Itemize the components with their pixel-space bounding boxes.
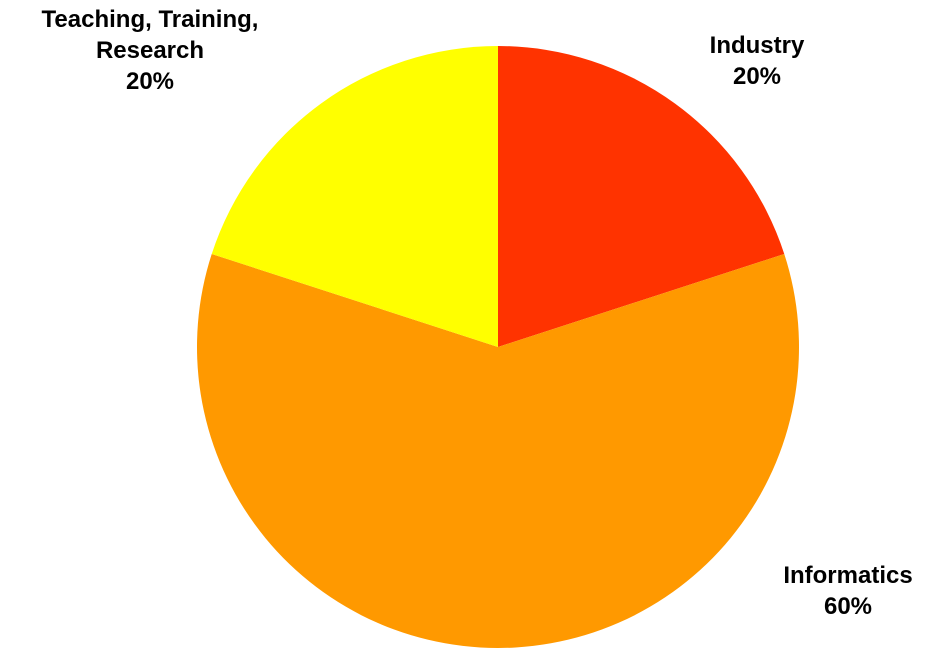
value-label: 20% bbox=[125, 68, 175, 95]
category-label: Teaching, Training, Research bbox=[41, 6, 259, 64]
value-label: 20% bbox=[732, 63, 782, 90]
pie-slice bbox=[498, 46, 785, 347]
category-label: Informatics bbox=[783, 562, 913, 589]
value-label: 60% bbox=[823, 593, 873, 620]
category-label: Industry bbox=[709, 32, 805, 59]
pie-slice bbox=[211, 46, 498, 347]
slice-label: Informatics 60% bbox=[758, 560, 934, 622]
slice-label: Teaching, Training, Research 20% bbox=[10, 4, 290, 97]
pie-slice bbox=[197, 253, 799, 648]
slice-label: Industry 20% bbox=[677, 30, 837, 92]
